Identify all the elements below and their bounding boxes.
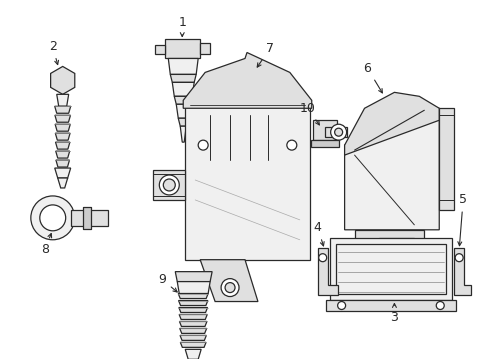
Circle shape (454, 254, 462, 262)
Circle shape (337, 302, 345, 310)
Polygon shape (71, 210, 107, 226)
Circle shape (31, 196, 75, 240)
Polygon shape (180, 126, 186, 142)
Circle shape (198, 140, 208, 150)
Polygon shape (200, 42, 210, 54)
Polygon shape (55, 133, 70, 140)
Polygon shape (56, 151, 69, 158)
Text: 7: 7 (257, 42, 273, 67)
Polygon shape (172, 82, 194, 96)
Polygon shape (56, 142, 70, 149)
Polygon shape (153, 170, 185, 200)
Polygon shape (180, 328, 206, 333)
Polygon shape (179, 307, 207, 312)
Polygon shape (51, 67, 75, 94)
Circle shape (330, 124, 346, 140)
Polygon shape (55, 124, 70, 131)
Polygon shape (58, 178, 67, 188)
Polygon shape (82, 207, 90, 229)
Polygon shape (178, 301, 207, 306)
Polygon shape (185, 349, 201, 359)
Polygon shape (179, 321, 206, 327)
Polygon shape (168, 58, 198, 75)
Polygon shape (344, 92, 438, 155)
Polygon shape (185, 100, 309, 260)
Polygon shape (55, 168, 71, 178)
Polygon shape (324, 127, 346, 137)
Circle shape (40, 205, 65, 231)
Polygon shape (170, 75, 196, 82)
Text: 3: 3 (390, 303, 398, 324)
Polygon shape (329, 238, 451, 300)
Text: 8: 8 (41, 234, 52, 256)
Polygon shape (56, 160, 69, 167)
Text: 5: 5 (457, 193, 466, 246)
Text: 9: 9 (158, 273, 177, 292)
Polygon shape (312, 120, 336, 140)
Polygon shape (344, 108, 438, 230)
Circle shape (224, 283, 235, 293)
Polygon shape (354, 230, 424, 240)
Polygon shape (175, 272, 212, 282)
Polygon shape (155, 45, 165, 54)
Circle shape (334, 128, 342, 136)
Text: 10: 10 (299, 102, 319, 125)
Text: 1: 1 (178, 16, 186, 36)
Polygon shape (180, 342, 205, 347)
Polygon shape (55, 115, 70, 122)
Polygon shape (55, 106, 71, 113)
Polygon shape (174, 96, 192, 104)
Polygon shape (178, 293, 208, 298)
Polygon shape (325, 300, 455, 311)
Circle shape (286, 140, 296, 150)
Polygon shape (57, 94, 68, 106)
Polygon shape (179, 315, 207, 319)
Circle shape (159, 175, 179, 195)
Circle shape (221, 279, 239, 297)
Polygon shape (379, 238, 413, 255)
Polygon shape (178, 118, 188, 126)
Polygon shape (310, 140, 338, 147)
Circle shape (435, 302, 443, 310)
Polygon shape (180, 336, 206, 340)
Text: 4: 4 (313, 221, 324, 246)
Circle shape (318, 254, 326, 262)
Polygon shape (438, 108, 453, 210)
Polygon shape (177, 282, 210, 293)
Text: 2: 2 (49, 40, 59, 64)
Text: 6: 6 (363, 62, 382, 93)
Circle shape (163, 179, 175, 191)
Polygon shape (183, 53, 311, 108)
Polygon shape (453, 248, 470, 294)
Polygon shape (165, 39, 200, 58)
Polygon shape (200, 260, 258, 302)
Polygon shape (176, 104, 190, 118)
Polygon shape (317, 248, 337, 294)
